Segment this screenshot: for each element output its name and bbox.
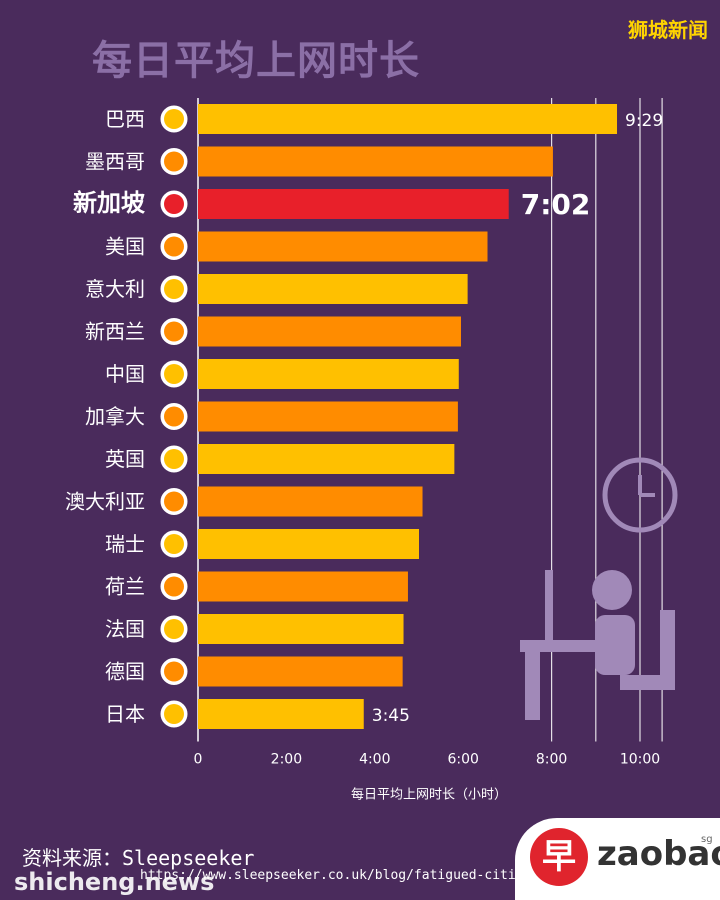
x-axis-label: 每日平均上网时长（小时） <box>351 787 507 803</box>
bar-2 <box>198 189 509 219</box>
data-label-14: 3:45 <box>372 706 410 726</box>
bar-4 <box>198 274 468 304</box>
category-label-12: 法国 <box>105 617 145 641</box>
zaobao-logo-icon: 早 <box>530 828 588 886</box>
person-head-icon <box>592 570 632 610</box>
category-label-10: 瑞士 <box>105 532 145 556</box>
zaobao-logo: 早 zaobao sg <box>515 818 720 900</box>
bar-14 <box>198 699 364 729</box>
flag-inner-icon-13 <box>164 661 184 682</box>
category-label-8: 英国 <box>105 447 145 471</box>
flag-inner-icon-12 <box>164 619 184 639</box>
flag-inner-icon-10 <box>164 534 184 554</box>
chair-back-icon <box>660 610 675 680</box>
category-label-6: 中国 <box>105 362 145 386</box>
brand-label: 狮城新闻 <box>628 18 708 42</box>
flag-inner-icon-9 <box>164 491 184 512</box>
bar-9 <box>198 486 423 517</box>
bar-1 <box>198 146 553 177</box>
category-label-2: 新加坡 <box>73 189 145 217</box>
x-tick-label-4: 8:00 <box>536 752 567 768</box>
flag-inner-icon-14 <box>164 704 184 724</box>
flag-inner-icon-6 <box>164 364 184 384</box>
category-label-11: 荷兰 <box>105 575 145 599</box>
source-text: 资料来源：Sleepseeker <box>22 846 255 870</box>
category-label-1: 墨西哥 <box>85 150 145 174</box>
category-label-9: 澳大利亚 <box>65 490 145 514</box>
category-label-14: 日本 <box>105 702 145 726</box>
bar-10 <box>198 529 419 559</box>
category-label-5: 新西兰 <box>85 320 145 344</box>
x-tick-label-5: 10:00 <box>620 752 660 768</box>
x-tick-label-1: 2:00 <box>271 752 302 768</box>
chart-title: 每日平均上网时长 <box>92 38 420 84</box>
monitor-icon <box>545 570 553 640</box>
bar-8 <box>198 444 455 474</box>
x-tick-label-3: 6:00 <box>447 752 478 768</box>
bar-13 <box>198 656 403 687</box>
bar-6 <box>198 359 459 389</box>
data-label-2: 7:02 <box>521 188 591 221</box>
flag-inner-icon-3 <box>164 236 184 257</box>
data-label-0: 9:29 <box>625 111 663 131</box>
flag-inner-icon-11 <box>164 576 184 597</box>
bar-12 <box>198 614 404 644</box>
desk-icon <box>520 640 600 652</box>
x-tick-label-2: 4:00 <box>359 752 390 768</box>
category-label-7: 加拿大 <box>85 405 145 429</box>
x-tick-label-0: 0 <box>194 752 203 768</box>
bar-11 <box>198 571 408 602</box>
category-label-0: 巴西 <box>105 107 145 131</box>
desk-leg-icon <box>525 652 540 720</box>
source-url[interactable]: https://www.sleepseeker.co.uk/blog/fatig… <box>140 868 532 883</box>
zaobao-wordmark: zaobao <box>597 834 720 874</box>
person-body-icon <box>595 615 635 675</box>
bar-0 <box>198 104 618 134</box>
clock-icon <box>602 457 678 533</box>
category-label-13: 德国 <box>105 660 145 684</box>
category-label-4: 意大利 <box>85 277 145 301</box>
zaobao-sg: sg <box>701 834 713 845</box>
flag-inner-icon-1 <box>164 151 184 172</box>
flag-inner-icon-2 <box>164 194 184 214</box>
flag-inner-icon-4 <box>164 279 184 299</box>
flag-inner-icon-7 <box>164 406 184 427</box>
category-label-3: 美国 <box>105 235 145 259</box>
bar-5 <box>198 316 461 347</box>
flag-inner-icon-0 <box>164 109 184 129</box>
flag-inner-icon-5 <box>164 321 184 342</box>
bar-3 <box>198 231 488 262</box>
flag-inner-icon-8 <box>164 449 184 469</box>
watermark-text: shicheng.news <box>14 868 215 896</box>
bar-7 <box>198 401 458 432</box>
